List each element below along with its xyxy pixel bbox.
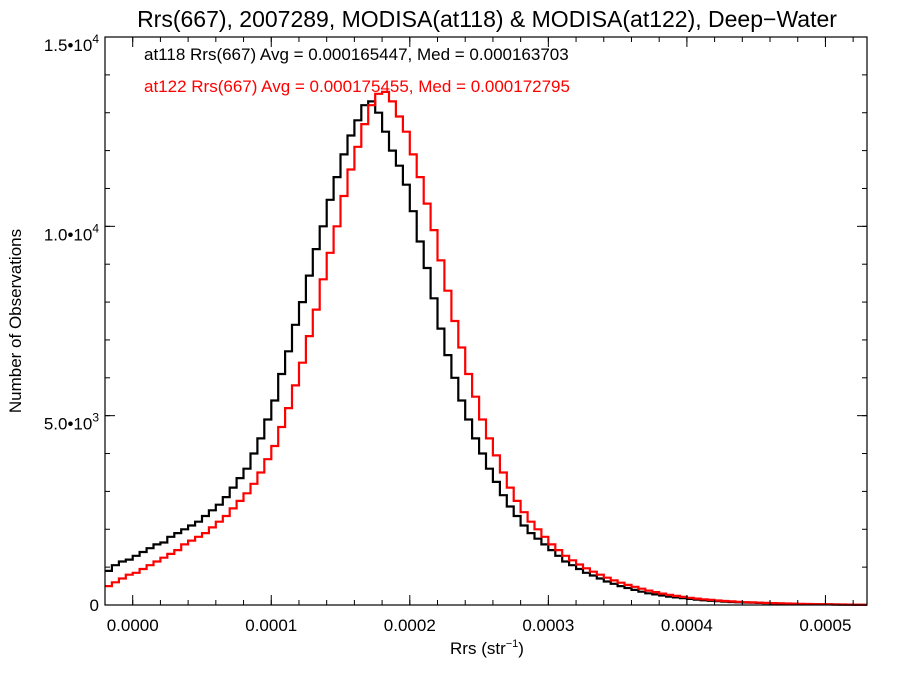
x-tick-label: 0.0004	[661, 616, 713, 635]
series-layer	[105, 90, 867, 606]
x-axis-label-close: )	[518, 639, 524, 658]
y-tick-label: 0	[90, 596, 99, 615]
y-tick-label: 1.0•104	[44, 221, 100, 244]
x-tick-label: 0.0005	[799, 616, 851, 635]
x-tick-label: 0.0003	[522, 616, 574, 635]
series-line-at118	[105, 100, 867, 606]
x-tick-label: 0.0002	[384, 616, 436, 635]
legend-entry-at118: at118 Rrs(667) Avg = 0.000165447, Med = …	[144, 45, 569, 64]
y-axis-label: Number of Observations	[6, 229, 25, 413]
y-tick-label: 5.0•103	[44, 411, 100, 434]
y-axis: 0 5.0•103 1.0•104 1.5•104	[44, 32, 867, 615]
legend-entry-at122: at122 Rrs(667) Avg = 0.000175455, Med = …	[144, 77, 570, 96]
x-axis: 0.0000 0.0001 0.0002 0.0003 0.0004 0.0005	[104, 37, 854, 635]
chart-title: Rrs(667), 2007289, MODISA(at118) & MODIS…	[137, 6, 837, 32]
series-line-at122	[105, 90, 867, 606]
y-tick-label: 1.5•104	[44, 32, 100, 55]
x-axis-label: Rrs (str−1)	[450, 638, 524, 658]
legend: at118 Rrs(667) Avg = 0.000165447, Med = …	[144, 45, 570, 96]
x-tick-label: 0.0000	[107, 616, 159, 635]
x-axis-label-exponent: −1	[506, 638, 519, 650]
x-tick-label: 0.0001	[245, 616, 297, 635]
x-axis-label-text: Rrs (str	[450, 639, 506, 658]
plot-area	[104, 36, 868, 606]
plot-frame	[104, 36, 868, 606]
